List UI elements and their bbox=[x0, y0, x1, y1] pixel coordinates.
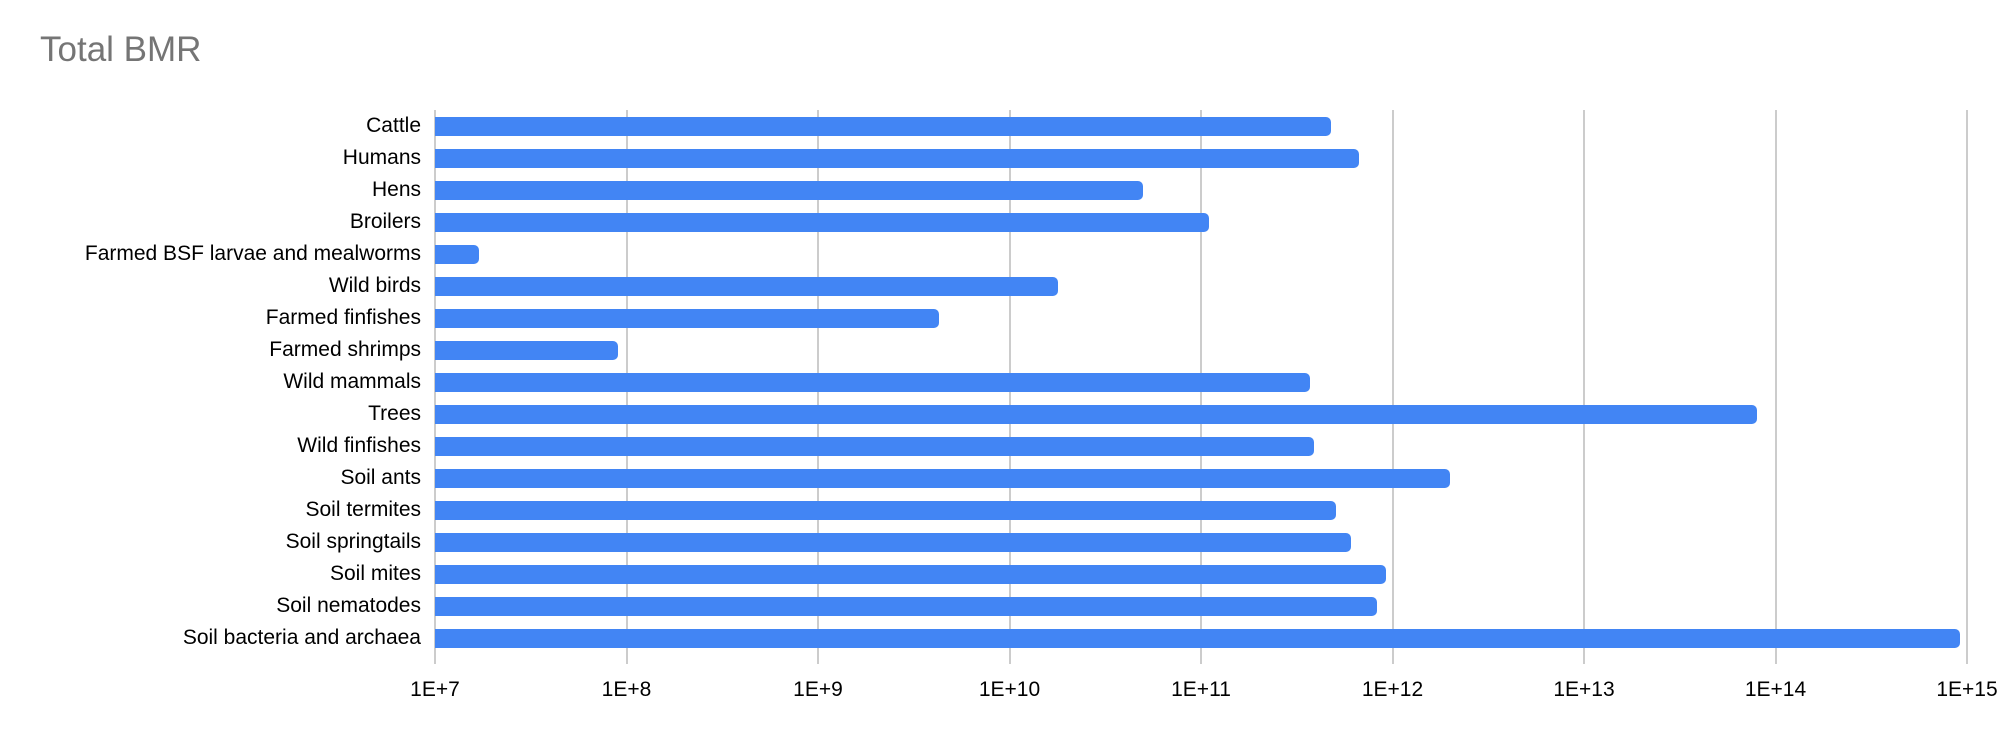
bar-track bbox=[435, 628, 1967, 648]
category-label: Soil springtails bbox=[285, 530, 421, 553]
x-axis-tick-label: 1E+14 bbox=[1744, 678, 1807, 701]
chart-row: Hens bbox=[0, 174, 2006, 206]
gridline bbox=[1391, 110, 1394, 664]
chart-row: Soil mites bbox=[0, 558, 2006, 590]
chart-row: Soil termites bbox=[0, 494, 2006, 526]
category-label: Cattle bbox=[366, 114, 421, 137]
gridline bbox=[1583, 110, 1585, 664]
x-axis-tick-label: 1E+9 bbox=[793, 678, 843, 701]
bar-track bbox=[435, 340, 1967, 360]
bar-track bbox=[435, 372, 1967, 392]
category-label: Farmed finfishes bbox=[265, 306, 421, 329]
category-label: Farmed shrimps bbox=[269, 338, 421, 361]
bar-track bbox=[435, 468, 1967, 488]
bar-wild-birds[interactable] bbox=[435, 276, 1059, 296]
x-axis-tick-label: 1E+10 bbox=[978, 678, 1041, 701]
gridline bbox=[1966, 110, 1968, 664]
bar-soil-nematodes[interactable] bbox=[435, 596, 1377, 616]
bar-hens[interactable] bbox=[435, 180, 1144, 200]
chart-row: Wild mammals bbox=[0, 366, 2006, 398]
chart-row: Wild birds bbox=[0, 270, 2006, 302]
bar-track bbox=[435, 180, 1967, 200]
plot-area: Cattle Humans Hens Broilers Farmed BSF larva… bbox=[0, 110, 2006, 654]
bar-track bbox=[435, 244, 1967, 264]
chart-row: Cattle bbox=[0, 110, 2006, 142]
gridline bbox=[1774, 110, 1777, 664]
bar-track bbox=[435, 404, 1967, 424]
category-label: Farmed BSF larvae and mealworms bbox=[84, 242, 421, 265]
category-label: Wild birds bbox=[328, 274, 421, 297]
bar-track bbox=[435, 116, 1967, 136]
bar-track bbox=[435, 212, 1967, 232]
bar-track bbox=[435, 532, 1967, 552]
chart-row: Farmed finfishes bbox=[0, 302, 2006, 334]
bar-track bbox=[435, 148, 1967, 168]
chart-row: Soil ants bbox=[0, 462, 2006, 494]
category-label: Soil ants bbox=[340, 466, 421, 489]
chart-row: Soil nematodes bbox=[0, 590, 2006, 622]
bar-track bbox=[435, 308, 1967, 328]
chart-row: Humans bbox=[0, 142, 2006, 174]
bar-track bbox=[435, 436, 1967, 456]
chart-row: Soil bacteria and archaea bbox=[0, 622, 2006, 654]
category-label: Soil bacteria and archaea bbox=[182, 626, 421, 649]
bar-track bbox=[435, 500, 1967, 520]
chart-row: Soil springtails bbox=[0, 526, 2006, 558]
x-axis: 1E+7 1E+8 1E+9 1E+10 1E+11 1E+12 1E+13 1E+14 1E+… bbox=[410, 678, 1997, 708]
x-axis-tick-label: 1E+8 bbox=[601, 678, 652, 701]
category-label: Broilers bbox=[349, 210, 421, 233]
bar-humans[interactable] bbox=[435, 148, 1360, 168]
bar-wild-finfishes[interactable] bbox=[435, 436, 1315, 456]
category-label: Humans bbox=[342, 146, 421, 169]
chart-row: Broilers bbox=[0, 206, 2006, 238]
bar-soil-bacteria-and-archaea[interactable] bbox=[435, 628, 1961, 648]
x-axis-tick-label: 1E+13 bbox=[1553, 678, 1615, 701]
category-label: Trees bbox=[368, 402, 421, 425]
chart-row: Farmed shrimps bbox=[0, 334, 2006, 366]
category-label: Wild mammals bbox=[283, 370, 421, 393]
bar-cattle[interactable] bbox=[435, 116, 1332, 136]
bar-track bbox=[435, 564, 1967, 584]
category-label: Wild finfishes bbox=[297, 434, 421, 457]
bar-soil-mites[interactable] bbox=[435, 564, 1387, 584]
chart-row: Trees bbox=[0, 398, 2006, 430]
bar-farmed-shrimps[interactable] bbox=[435, 340, 618, 360]
chart-row: Wild finfishes bbox=[0, 430, 2006, 462]
bar-soil-springtails[interactable] bbox=[435, 532, 1352, 552]
bar-broilers[interactable] bbox=[435, 212, 1209, 232]
chart-row: Farmed BSF larvae and mealworms bbox=[0, 238, 2006, 270]
x-axis-tick-label: 1E+12 bbox=[1361, 678, 1424, 701]
bar-track bbox=[435, 596, 1967, 616]
x-axis-tick-label: 1E+7 bbox=[410, 678, 460, 701]
bar-trees[interactable] bbox=[435, 404, 1757, 424]
bar-farmed-bsf-larvae-and-mealworms[interactable] bbox=[435, 244, 480, 264]
category-label: Soil mites bbox=[329, 562, 421, 585]
bar-soil-ants[interactable] bbox=[435, 468, 1451, 488]
bar-soil-termites[interactable] bbox=[435, 500, 1337, 520]
bar-wild-mammals[interactable] bbox=[435, 372, 1310, 392]
x-axis-tick-label: 1E+15 bbox=[1936, 678, 1998, 701]
x-axis-tick-label: 1E+11 bbox=[1171, 678, 1231, 701]
category-label: Soil nematodes bbox=[276, 594, 421, 617]
bar-farmed-finfishes[interactable] bbox=[435, 308, 940, 328]
bar-track bbox=[435, 276, 1967, 296]
chart-title: Total BMR bbox=[40, 30, 202, 69]
category-label: Soil termites bbox=[305, 498, 421, 521]
category-label: Hens bbox=[371, 178, 421, 201]
